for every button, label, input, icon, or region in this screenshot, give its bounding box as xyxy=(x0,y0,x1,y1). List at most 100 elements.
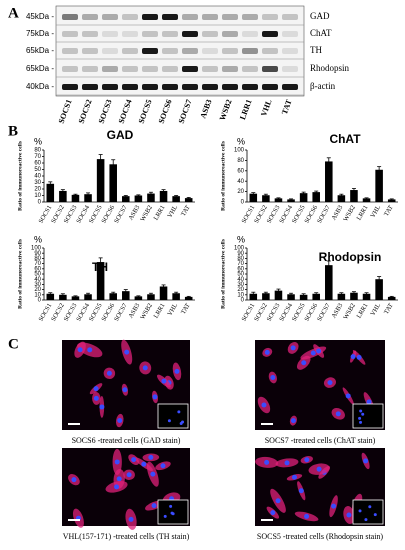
x-tick-label: SOCS7 xyxy=(113,204,129,225)
size-marker: 75kDa - xyxy=(26,29,54,38)
blot-band xyxy=(82,48,98,54)
x-tick-label: TAT xyxy=(180,204,192,217)
blot-band xyxy=(262,31,278,37)
y-tick-label: 0 xyxy=(241,298,245,304)
y-tick-label: 20 xyxy=(34,287,41,293)
y-tick-label: 30 xyxy=(34,282,41,288)
nucleus xyxy=(148,454,154,460)
x-tick-label: VHL xyxy=(369,302,382,317)
blot-band xyxy=(142,31,158,37)
x-tick-label: TAT xyxy=(180,302,192,315)
y-tick-label: 0 xyxy=(241,200,245,206)
protein-label: β-actin xyxy=(310,81,336,91)
blot-band xyxy=(182,48,198,54)
blot-band xyxy=(242,14,258,20)
lane-label: WSB2 xyxy=(218,98,234,122)
nucleus xyxy=(87,347,93,353)
lane-label: SOCS5 xyxy=(137,98,154,124)
x-tick-label: LRR1 xyxy=(153,204,167,221)
inset-nucleus xyxy=(358,509,362,513)
blot-band xyxy=(102,31,118,37)
bar xyxy=(184,296,193,300)
blot-band xyxy=(222,31,238,37)
y-unit: % xyxy=(237,136,245,146)
blot-band xyxy=(282,31,298,37)
nucleus xyxy=(270,510,276,516)
blot-band xyxy=(222,84,238,90)
y-tick-label: 20 xyxy=(237,189,244,195)
lane-label: LRR1 xyxy=(238,98,254,121)
lane-label: SOCS1 xyxy=(57,98,74,124)
nucleus xyxy=(346,512,352,518)
blot-band xyxy=(162,84,178,90)
blot-band xyxy=(262,48,278,54)
lane-label: SOCS2 xyxy=(77,98,94,124)
bar xyxy=(325,265,333,300)
bar xyxy=(249,293,258,300)
bar xyxy=(46,183,55,202)
inset-nucleus xyxy=(181,420,185,424)
size-marker: 65kDa - xyxy=(26,46,54,55)
blot-band xyxy=(62,66,78,72)
chart-title: GAD xyxy=(107,128,134,142)
y-tick-label: 100 xyxy=(234,246,245,252)
y-tick-label: 0 xyxy=(38,200,42,206)
nucleus xyxy=(93,386,99,392)
nucleus xyxy=(270,374,276,380)
y-tick-label: 50 xyxy=(237,272,244,278)
y-unit: % xyxy=(237,234,245,244)
nucleus xyxy=(114,459,120,465)
bar xyxy=(362,293,371,300)
bar xyxy=(362,198,371,202)
nucleus xyxy=(335,411,341,417)
x-tick-label: TAT xyxy=(383,302,395,315)
inset-nucleus xyxy=(359,420,363,424)
x-tick-label: WSB2 xyxy=(342,302,357,321)
x-tick-label: SOCS7 xyxy=(113,302,129,323)
blot-band xyxy=(202,66,218,72)
bar xyxy=(375,279,383,300)
blot-band xyxy=(202,14,218,20)
bar xyxy=(172,196,180,202)
nucleus xyxy=(345,393,351,399)
nucleus xyxy=(131,457,137,463)
x-tick-label: WSB2 xyxy=(342,204,357,223)
bar xyxy=(134,195,143,202)
blot-band xyxy=(82,66,98,72)
bar xyxy=(134,296,143,300)
size-marker: 45kDa - xyxy=(26,12,54,21)
y-tick-label: 50 xyxy=(34,272,41,278)
bar xyxy=(274,290,283,300)
inset-nucleus xyxy=(163,514,167,518)
nucleus xyxy=(174,368,180,374)
blot-band xyxy=(102,66,118,72)
x-tick-label: VHL xyxy=(369,204,382,219)
nucleus xyxy=(356,354,362,360)
size-marker: 65kDa - xyxy=(26,64,54,73)
chart-title: Rhodopsin xyxy=(319,250,382,264)
caption: SOCS6 -treated cells (GAD stain) xyxy=(72,436,181,445)
bar xyxy=(299,294,308,300)
inset-nucleus xyxy=(177,410,181,414)
bar xyxy=(84,294,92,300)
y-tick-label: 30 xyxy=(34,180,41,186)
x-tick-label: WSB2 xyxy=(139,204,154,223)
x-tick-label: LRR1 xyxy=(356,302,370,319)
blot-band xyxy=(182,84,198,90)
y-tick-label: 100 xyxy=(234,148,245,154)
nucleus xyxy=(366,399,372,405)
y-axis-label: Ratio of immunoreactive cells xyxy=(17,239,23,309)
blot-band xyxy=(122,66,138,72)
x-tick-label: VHL xyxy=(166,204,179,219)
nucleus xyxy=(99,404,105,410)
bar xyxy=(387,199,396,202)
blot-band xyxy=(102,14,118,20)
nucleus xyxy=(124,349,130,355)
bar xyxy=(312,293,320,300)
bar xyxy=(122,196,130,202)
lane-label: SOCS4 xyxy=(117,98,134,124)
blot-band xyxy=(262,14,278,20)
y-axis-label: Ratio of immunoreactive cells xyxy=(220,239,226,309)
blot-band xyxy=(202,48,218,54)
blot-band xyxy=(242,66,258,72)
